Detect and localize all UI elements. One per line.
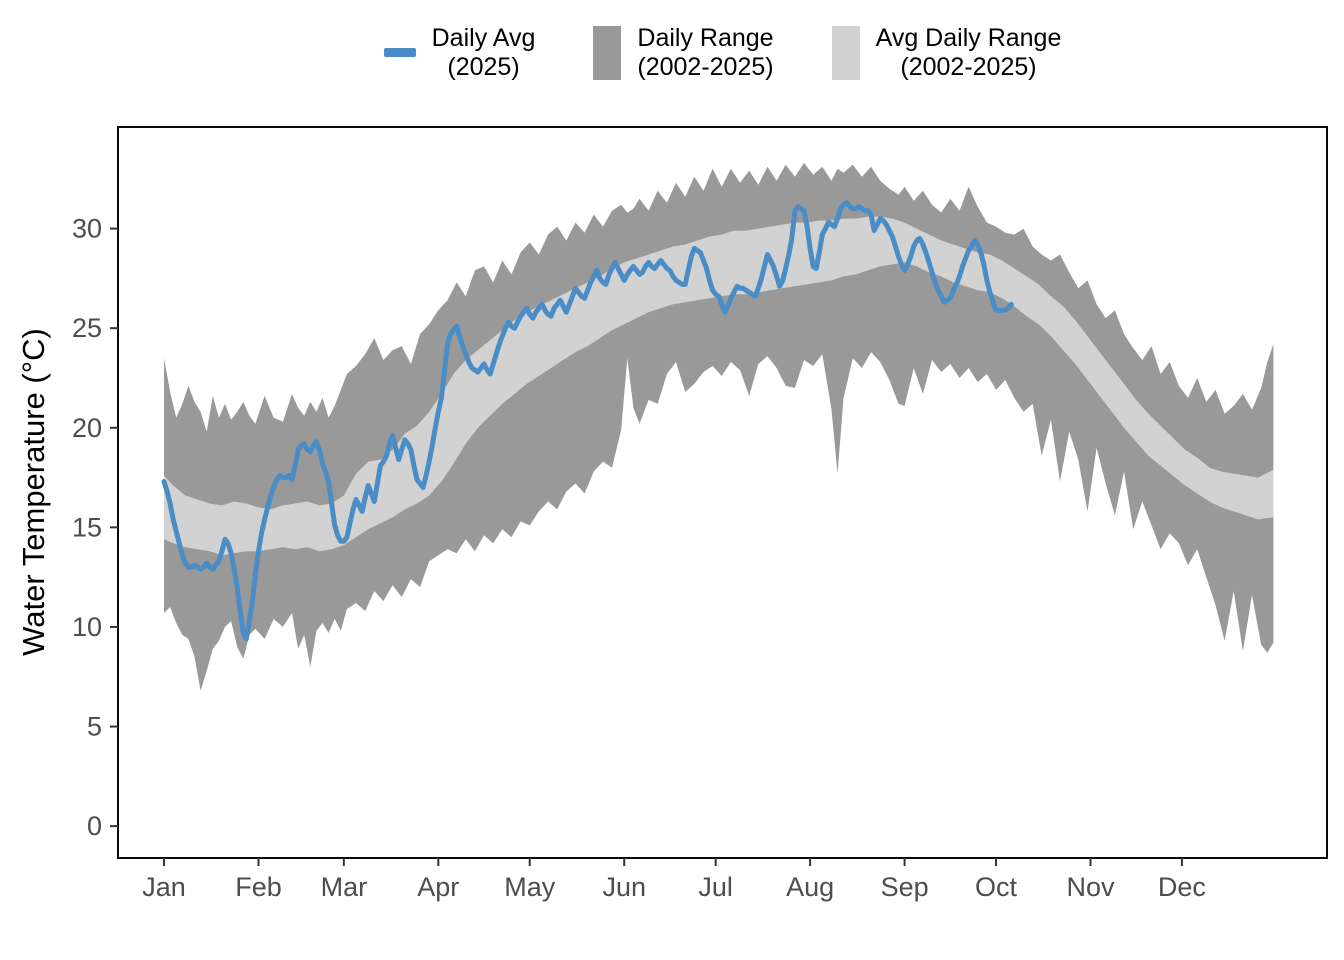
legend-label-line1: Avg Daily Range — [875, 24, 1062, 52]
y-tick-label: 10 — [72, 612, 102, 642]
daily-avg-line-swatch — [383, 48, 416, 57]
avg-daily-range-2002-2025-band — [164, 216, 1274, 556]
x-tick-label: Nov — [1066, 872, 1115, 902]
legend-item-avg-daily-range: Avg Daily Range (2002-2025) — [831, 24, 1062, 81]
x-tick-label: Feb — [235, 872, 282, 902]
x-tick-label: May — [504, 872, 556, 902]
legend-label-line1: Daily Range — [637, 24, 774, 52]
legend-label-avg-daily-range: Avg Daily Range (2002-2025) — [876, 24, 1062, 81]
plot-panel-border — [117, 126, 1328, 859]
x-tick-label: Jul — [698, 872, 733, 902]
legend-label-line2: (2002-2025) — [900, 52, 1037, 81]
y-tick-label: 0 — [87, 811, 102, 841]
legend-label-line2: (2002-2025) — [637, 52, 774, 81]
daily-range-swatch — [593, 25, 622, 80]
legend-label-line1: Daily Avg — [431, 24, 536, 52]
y-tick-label: 20 — [72, 413, 102, 443]
x-tick-label: Aug — [786, 872, 834, 902]
avg-daily-range-swatch — [831, 25, 860, 80]
y-tick-label: 25 — [72, 313, 102, 343]
legend: Daily Avg (2025) Daily Range (2002-2025)… — [118, 24, 1327, 81]
legend-label-line2: (2025) — [447, 52, 520, 81]
x-tick-label: Dec — [1158, 872, 1206, 902]
daily-avg-2025-line — [161, 200, 1014, 642]
x-tick-label: Mar — [321, 872, 368, 902]
x-tick-label: Jun — [602, 872, 646, 902]
y-tick-label: 30 — [72, 214, 102, 244]
legend-label-daily-range: Daily Range (2002-2025) — [637, 24, 773, 81]
x-tick-label: Apr — [417, 872, 459, 902]
y-axis-title: Water Temperature (°C) — [16, 328, 51, 656]
x-tick-label: Oct — [975, 872, 1018, 902]
y-tick-label: 5 — [87, 712, 102, 742]
x-tick-label: Sep — [881, 872, 929, 902]
legend-label-daily-avg: Daily Avg (2025) — [432, 24, 536, 81]
legend-item-daily-range: Daily Range (2002-2025) — [593, 24, 774, 81]
y-tick-label: 15 — [72, 512, 102, 542]
x-tick-label: Jan — [142, 872, 186, 902]
legend-item-daily-avg: Daily Avg (2025) — [383, 24, 536, 81]
